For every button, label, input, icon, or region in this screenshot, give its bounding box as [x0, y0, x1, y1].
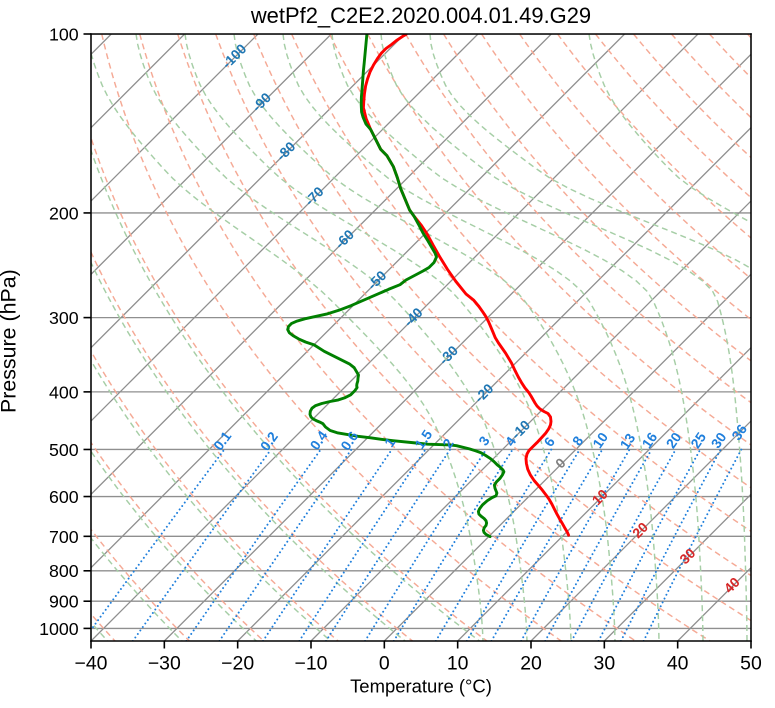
svg-text:300: 300: [49, 308, 79, 328]
svg-text:Temperature (°C): Temperature (°C): [350, 676, 492, 697]
svg-text:600: 600: [49, 487, 79, 507]
svg-text:10: 10: [447, 653, 469, 675]
svg-text:200: 200: [49, 203, 79, 223]
svg-text:wetPf2_C2E2.2020.004.01.49.G29: wetPf2_C2E2.2020.004.01.49.G29: [250, 3, 591, 28]
svg-text:900: 900: [49, 592, 79, 612]
svg-text:0: 0: [379, 653, 390, 675]
svg-text:50: 50: [740, 653, 762, 675]
svg-text:−10: −10: [295, 653, 328, 675]
svg-text:100: 100: [49, 24, 79, 44]
svg-text:−30: −30: [148, 653, 181, 675]
svg-text:700: 700: [49, 527, 79, 547]
svg-text:−40: −40: [75, 653, 108, 675]
svg-text:30: 30: [594, 653, 616, 675]
svg-text:Pressure (hPa): Pressure (hPa): [0, 269, 21, 413]
svg-text:1000: 1000: [39, 619, 79, 639]
svg-text:40: 40: [667, 653, 689, 675]
svg-text:−20: −20: [221, 653, 254, 675]
svg-text:20: 20: [520, 653, 542, 675]
svg-text:500: 500: [49, 440, 79, 460]
svg-text:400: 400: [49, 382, 79, 402]
svg-text:800: 800: [49, 561, 79, 581]
